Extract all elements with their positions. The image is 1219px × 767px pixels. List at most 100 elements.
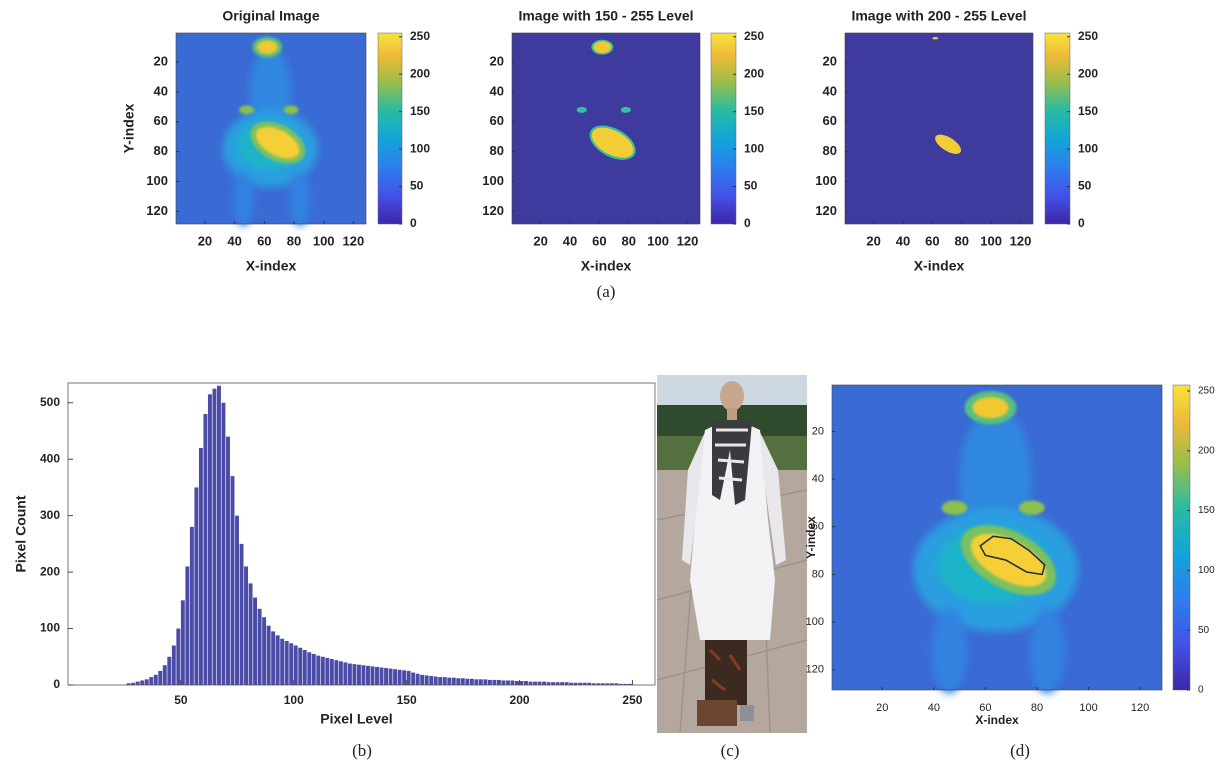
colorbar-tick-label: 250 [410,29,430,43]
caption: (b) [352,741,372,760]
y-tick-label: 60 [812,521,824,533]
bar [194,487,199,685]
y-tick-label: 60 [823,113,837,128]
y-tick-label: 100 [482,173,504,188]
bar [221,402,226,685]
x-tick-label: 100 [1079,702,1097,714]
heat-region [591,127,634,158]
axes-frame [67,382,656,686]
colorbar-tick-label: 200 [1198,445,1215,456]
x-tick-label: 100 [980,233,1002,248]
colorbar-tick-label: 100 [410,141,430,155]
bar [451,677,456,685]
bar [515,681,519,685]
bar [266,625,271,685]
x-axis-label: X-index [581,258,632,274]
bar [167,656,172,685]
x-tick-label: 40 [896,233,910,248]
x-tick-label: 20 [533,233,547,248]
bar [546,682,551,685]
y-tick-label: 80 [812,568,824,580]
heat-region [1018,500,1045,515]
y-tick-label: 120 [806,664,824,676]
bar [180,600,185,685]
bar [415,673,420,685]
colorbar-tick-label: 50 [1198,625,1210,636]
bar [311,653,316,685]
bar [131,682,136,685]
heat-background [845,33,1033,224]
colorbar-tick-label: 0 [1078,216,1085,230]
x-tick-label: 80 [287,233,301,248]
y-tick-label: 100 [815,173,837,188]
colorbar-tick-label: 50 [744,179,758,193]
x-tick-label: 20 [198,233,212,248]
bar [600,683,605,685]
heat-region [255,126,300,159]
y-tick-label: 60 [490,113,504,128]
colorbar [377,32,403,225]
bar [596,683,601,685]
bar [347,663,352,685]
bar [537,681,542,685]
y-tick-label: 40 [154,83,168,98]
y-tick-label: 20 [823,54,837,69]
bar [533,681,537,685]
y-tick-label: 0 [53,677,60,691]
bar [329,659,334,685]
heatmap-panel [176,33,366,227]
bar [623,683,628,685]
y-tick-label: 80 [154,143,168,158]
bar [162,665,167,685]
y-tick-label: 100 [146,173,168,188]
bar [528,681,533,685]
y-tick-label: 20 [154,54,168,69]
bar [496,679,501,685]
panel-title: Image with 150 - 255 Level [518,8,693,24]
heat-region [932,37,939,40]
heat-region [941,500,968,515]
y-tick-label: 100 [806,616,824,628]
axes-frame [511,32,701,225]
bar [298,647,303,685]
bar [366,665,370,685]
x-tick-label: 80 [1031,702,1043,714]
x-tick-label: 200 [510,693,530,707]
axes-frame [831,384,1163,691]
bar [284,640,289,685]
bar [203,414,208,685]
bar [605,683,610,685]
bar [460,678,465,685]
axes-frame [175,32,367,225]
heat-region [931,607,968,694]
x-axis-label: X-index [975,713,1019,727]
bar [189,526,194,685]
x-tick-label: 100 [647,233,669,248]
colorbar-tick-label: 150 [744,104,764,118]
panel-title: Original Image [222,8,319,24]
bar [388,668,393,685]
bar [293,645,298,685]
axes-frame [844,32,1034,225]
colorbar [1172,384,1191,691]
x-tick-label: 80 [622,233,636,248]
y-tick-label: 40 [823,83,837,98]
bar [501,680,506,685]
bar [257,608,262,685]
heat-region [256,40,278,54]
colorbar-tick-label: 250 [1078,29,1098,43]
bar [230,476,235,685]
bar [551,682,556,685]
bar [609,683,614,685]
heatmap-panel [832,385,1162,694]
x-tick-label: 60 [925,233,939,248]
bar [226,436,230,685]
x-axis-label: X-index [246,258,297,274]
contour [979,535,1046,576]
y-tick-label: 40 [812,473,824,485]
bar [153,674,158,685]
bar [465,678,470,685]
bar [438,677,443,685]
x-tick-label: 120 [677,233,699,248]
bar [302,650,307,685]
